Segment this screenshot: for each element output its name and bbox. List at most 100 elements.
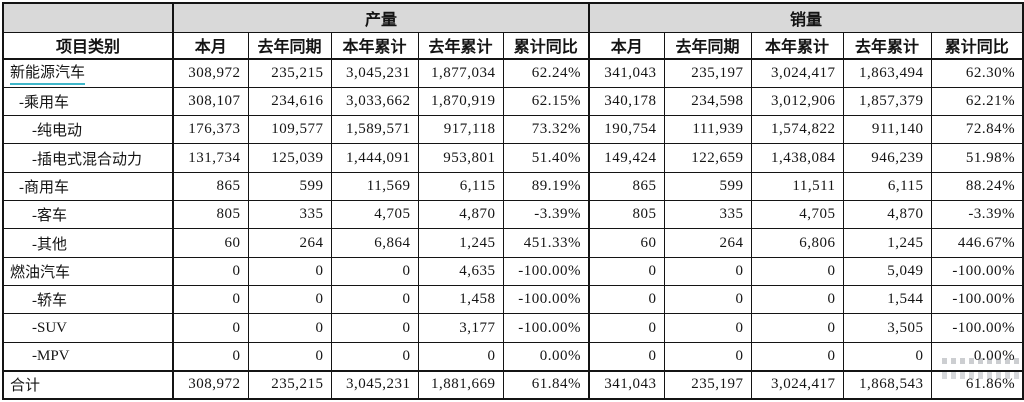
sales-cell: 1,863,494 bbox=[842, 58, 932, 88]
col-header-category: 项目类别 bbox=[2, 31, 174, 60]
production-cell: -3.39% bbox=[502, 200, 591, 230]
production-cell: 0.00% bbox=[502, 341, 591, 372]
corner-cell bbox=[2, 2, 174, 33]
production-cell: 0 bbox=[172, 313, 249, 343]
production-cell: 176,373 bbox=[172, 115, 249, 145]
table-row: -其他 60 264 6,864 1,245 451.33% 60 264 6,806 1,245… bbox=[2, 228, 1024, 258]
table-row: -客车 805 335 4,705 4,870 -3.39% 805 335 4,705 4,87… bbox=[2, 200, 1024, 230]
sales-cell: 3,012,906 bbox=[750, 86, 844, 117]
sales-cell: 911,140 bbox=[842, 115, 932, 145]
sales-cell: 0 bbox=[663, 341, 752, 372]
table-row: -纯电动 176,373 109,577 1,589,571 917,118 73.32%… bbox=[2, 115, 1024, 145]
table-row: -轿车 0 0 0 1,458 -100.00% 0 0 0 1,544 -100.00% bbox=[2, 285, 1024, 315]
production-cell: 73.32% bbox=[502, 115, 591, 145]
sales-cell: 190,754 bbox=[588, 115, 665, 145]
production-cell: 1,589,571 bbox=[330, 115, 419, 145]
category-cell: -客车 bbox=[2, 200, 174, 230]
table-row: 合计 308,972 235,215 3,045,231 1,881,669 61.84%… bbox=[2, 369, 1024, 400]
production-cell: 1,444,091 bbox=[330, 143, 419, 173]
production-cell: 0 bbox=[330, 256, 419, 287]
sales-cell: 0 bbox=[663, 256, 752, 287]
sales-cell: 3,024,417 bbox=[750, 58, 844, 88]
table-row: 新能源汽车 308,972 235,215 3,045,231 1,877,034 62.… bbox=[2, 58, 1024, 88]
sales-cell: 5,049 bbox=[842, 256, 932, 287]
table-row: -商用车 865 599 11,569 6,115 89.19% 865 599 11,511 6… bbox=[2, 171, 1024, 202]
production-cell: 0 bbox=[172, 285, 249, 315]
production-cell: 4,705 bbox=[330, 200, 419, 230]
sales-cell: 6,115 bbox=[842, 171, 932, 202]
sales-cell: 0 bbox=[750, 256, 844, 287]
sales-cell: 0 bbox=[663, 285, 752, 315]
production-cell: 109,577 bbox=[247, 115, 332, 145]
sales-cell: -100.00% bbox=[930, 285, 1024, 315]
production-cell: 0 bbox=[330, 313, 419, 343]
category-cell: -其他 bbox=[2, 228, 174, 258]
sales-cell: 341,043 bbox=[588, 369, 665, 400]
production-cell: 1,870,919 bbox=[417, 86, 504, 117]
sales-cell: 235,197 bbox=[663, 58, 752, 88]
category-cell: -插电式混合动力 bbox=[2, 143, 174, 173]
production-cell: 4,635 bbox=[417, 256, 504, 287]
production-cell: 1,877,034 bbox=[417, 58, 504, 88]
table-row: -插电式混合动力 131,734 125,039 1,444,091 953,801 51… bbox=[2, 143, 1024, 173]
production-cell: 51.40% bbox=[502, 143, 591, 173]
production-cell: 234,616 bbox=[247, 86, 332, 117]
category-cell: 新能源汽车 bbox=[2, 58, 174, 88]
sales-cell: 0.00% bbox=[930, 341, 1024, 372]
sales-cell: 62.21% bbox=[930, 86, 1024, 117]
sales-cell: 0 bbox=[663, 313, 752, 343]
sales-cell: 0 bbox=[588, 256, 665, 287]
production-cell: 3,177 bbox=[417, 313, 504, 343]
production-cell: 0 bbox=[330, 285, 419, 315]
sales-cell: 51.98% bbox=[930, 143, 1024, 173]
production-cell: 865 bbox=[172, 171, 249, 202]
sales-cell: 62.30% bbox=[930, 58, 1024, 88]
sales-cell: 235,197 bbox=[663, 369, 752, 400]
table-row: -SUV 0 0 0 3,177 -100.00% 0 0 0 3,505 -100.00% bbox=[2, 313, 1024, 343]
production-cell: 0 bbox=[330, 341, 419, 372]
sales-cell: -100.00% bbox=[930, 313, 1024, 343]
production-cell: 6,864 bbox=[330, 228, 419, 258]
production-cell: 0 bbox=[247, 285, 332, 315]
production-cell: -100.00% bbox=[502, 256, 591, 287]
production-cell: 3,045,231 bbox=[330, 58, 419, 88]
production-cell: 235,215 bbox=[247, 369, 332, 400]
sales-cell: 946,239 bbox=[842, 143, 932, 173]
sales-cell: 3,024,417 bbox=[750, 369, 844, 400]
production-cell: 308,107 bbox=[172, 86, 249, 117]
sales-cell: 149,424 bbox=[588, 143, 665, 173]
category-link[interactable]: 新能源汽车 bbox=[10, 61, 86, 86]
sales-cell: 60 bbox=[588, 228, 665, 258]
col-header-sales-ytd: 本年累计 bbox=[750, 31, 844, 60]
production-cell: 805 bbox=[172, 200, 249, 230]
sales-cell: 446.67% bbox=[930, 228, 1024, 258]
col-header-prod-yoy: 累计同比 bbox=[502, 31, 591, 60]
production-cell: 3,045,231 bbox=[330, 369, 419, 400]
production-cell: 0 bbox=[172, 256, 249, 287]
sales-cell: 340,178 bbox=[588, 86, 665, 117]
category-cell: 合计 bbox=[2, 369, 174, 400]
sales-cell: 1,574,822 bbox=[750, 115, 844, 145]
production-cell: 335 bbox=[247, 200, 332, 230]
sales-cell: 335 bbox=[663, 200, 752, 230]
sales-cell: 72.84% bbox=[930, 115, 1024, 145]
sales-cell: 1,245 bbox=[842, 228, 932, 258]
sales-cell: 88.24% bbox=[930, 171, 1024, 202]
production-cell: 1,881,669 bbox=[417, 369, 504, 400]
table-row: -乘用车 308,107 234,616 3,033,662 1,870,919 62.1… bbox=[2, 86, 1024, 117]
production-cell: 235,215 bbox=[247, 58, 332, 88]
production-cell: 89.19% bbox=[502, 171, 591, 202]
production-cell: 1,458 bbox=[417, 285, 504, 315]
category-cell: -商用车 bbox=[2, 171, 174, 202]
production-cell: 0 bbox=[417, 341, 504, 372]
production-cell: -100.00% bbox=[502, 313, 591, 343]
sales-cell: 4,705 bbox=[750, 200, 844, 230]
sales-cell: 0 bbox=[750, 285, 844, 315]
col-header-prod-last-ytd: 去年累计 bbox=[417, 31, 504, 60]
sales-cell: 6,806 bbox=[750, 228, 844, 258]
sales-cell: 1,438,084 bbox=[750, 143, 844, 173]
production-cell: 308,972 bbox=[172, 369, 249, 400]
production-cell: 0 bbox=[247, 313, 332, 343]
